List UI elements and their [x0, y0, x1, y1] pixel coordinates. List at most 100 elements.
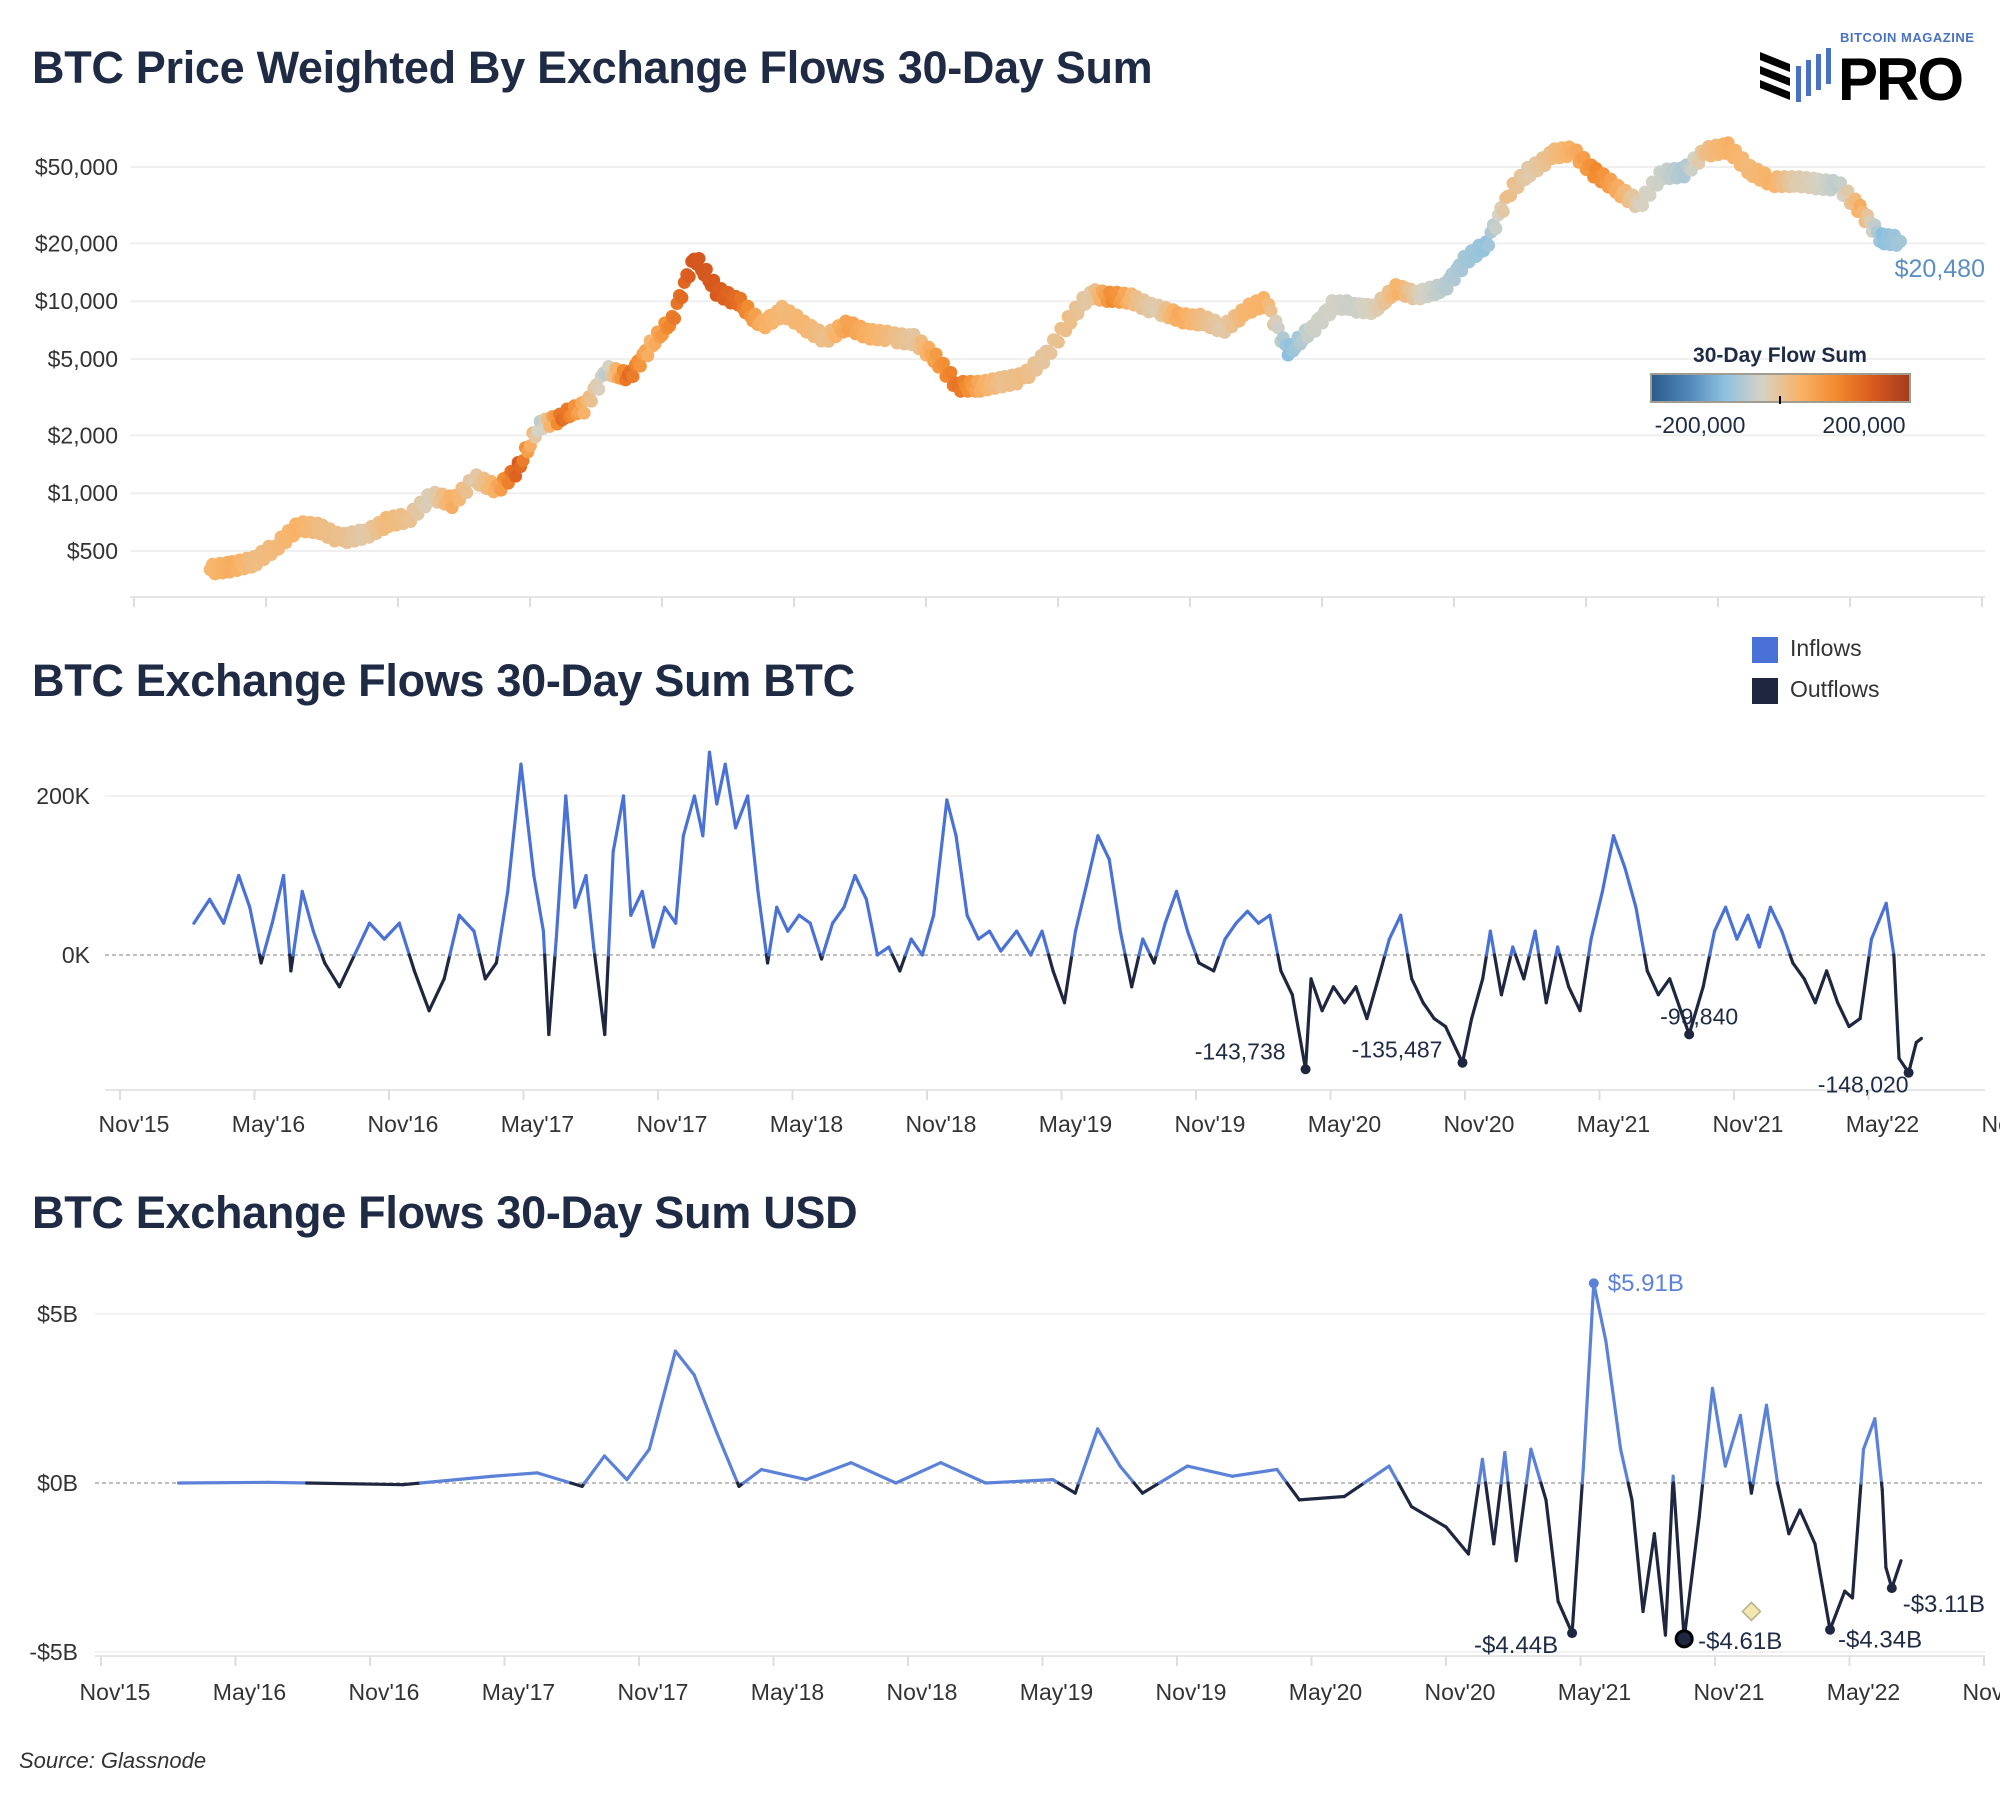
- y-tick-label: 200K: [36, 783, 90, 809]
- btc-flow-line-segment: [1276, 953, 1283, 973]
- x-tick-label: May'19: [1020, 1679, 1093, 1705]
- y-tick-label: $1,000: [48, 480, 118, 506]
- btc-flow-line-segment: [1858, 953, 1871, 1021]
- btc-flow-line-segment: [898, 953, 908, 973]
- usd-flow-line-segment: [1409, 1505, 1448, 1529]
- btc-flow-line-segment: [1847, 1016, 1862, 1029]
- usd-flow-line-segment: [1630, 1498, 1645, 1614]
- btc-flow-line-segment: [1256, 913, 1272, 925]
- price-dot: [584, 394, 598, 408]
- btc-flow-line-segment: [1234, 909, 1250, 925]
- btc-flow-line-segment: [864, 897, 880, 957]
- color-legend-title: 30-Day Flow Sum: [1693, 344, 1867, 367]
- usd-flow-line-segment: [939, 1461, 988, 1485]
- btc-flow-line-segment: [237, 873, 252, 909]
- usd-flow-line-segment: [1751, 1403, 1769, 1485]
- btc-flow-line-segment: [1470, 977, 1485, 1021]
- btc-flow-line-segment: [1869, 901, 1888, 941]
- x-tick-label: May'18: [751, 1679, 824, 1705]
- btc-flow-line-segment: [606, 850, 615, 957]
- usd-flow-line-segment: [1544, 1498, 1560, 1603]
- usd-flow-line-segment: [305, 1481, 405, 1487]
- y-tick-label: $20,000: [35, 230, 118, 256]
- btc-flow-line-segment: [1245, 909, 1261, 925]
- btc-flow-line-segment: [1223, 921, 1238, 941]
- btc-flow-line-segment: [1354, 985, 1369, 1021]
- btc-flow-line-segment: [808, 921, 822, 957]
- x-tick-label: Nov'22: [1982, 1111, 2000, 1137]
- last-price-label: $20,480: [1895, 255, 1985, 283]
- btc-flow-line-segment: [541, 929, 547, 957]
- btc-flow-line-segment: [554, 794, 568, 941]
- usd-flow-line-segment: [1723, 1413, 1742, 1468]
- btc-flow-line-segment: [1309, 977, 1324, 1013]
- x-tick-label: Nov'22: [1963, 1679, 2000, 1705]
- price-dot: [1489, 221, 1503, 235]
- btc-flow-line-segment: [1522, 953, 1532, 981]
- btc-flow-line-segment: [611, 794, 626, 854]
- legend-outflows-label: Outflows: [1790, 676, 1880, 702]
- btc-flow-line-segment: [681, 794, 697, 838]
- btc-flow-line-segment: [543, 953, 551, 1037]
- btc-flow-line-segment: [593, 953, 607, 1037]
- price-dot: [1447, 273, 1461, 287]
- bitcoin-magazine-pro-logo: BITCOIN MAGAZINE PRO: [1760, 30, 1988, 112]
- color-legend-bar: [1650, 373, 1911, 403]
- btc-flow-line-segment: [707, 750, 719, 806]
- usd-flow-line-segment: [1073, 1481, 1081, 1495]
- usd-flow-line-segment: [1132, 1481, 1145, 1495]
- annotation-label: -143,738: [1195, 1038, 1286, 1064]
- btc-flow-line-segment: [1217, 937, 1227, 957]
- btc-flow-line-segment: [1802, 977, 1817, 1005]
- x-tick-label: Nov'17: [637, 1111, 708, 1137]
- usd-flow-line-segment: [692, 1373, 719, 1434]
- btc-flow-line-segment: [382, 921, 401, 941]
- btc-flow-line-segment: [1212, 953, 1221, 973]
- y-tick-label: $0B: [37, 1470, 78, 1496]
- btc-flow-line-segment: [786, 913, 801, 933]
- color-legend-min: -200,000: [1655, 412, 1746, 438]
- btc-flow-line-segment: [1567, 985, 1582, 1013]
- btc-flow-line-segment: [412, 969, 431, 1013]
- y-tick-label: $2,000: [48, 422, 118, 448]
- btc-flow-line-segment: [1892, 953, 1901, 1060]
- usd-flow-line-segment: [1503, 1450, 1510, 1485]
- usd-flow-line-segment: [1828, 1589, 1847, 1632]
- btc-flow-line-segment: [1813, 969, 1829, 1005]
- usd-flow-line-segment: [625, 1447, 651, 1482]
- btc-flow-line-segment: [1406, 953, 1414, 981]
- btc-flow-line-segment: [1712, 905, 1728, 933]
- btc-flow-line-segment: [270, 873, 286, 925]
- usd-flow-line-segment: [1096, 1427, 1122, 1468]
- btc-flow-line-segment: [1096, 834, 1111, 862]
- btc-flow-line-segment: [1578, 953, 1591, 1013]
- btc-flow-line-segment: [564, 794, 577, 909]
- btc-flow-line-segment: [1137, 937, 1145, 957]
- usd-flow-line-segment: [714, 1430, 740, 1485]
- legend-outflows: Outflows: [1752, 676, 1879, 704]
- price-dot: [1496, 204, 1510, 218]
- btc-flow-line-segment: [1290, 993, 1308, 1071]
- price-dot: [633, 359, 647, 373]
- btc-flow-line-segment: [1460, 1016, 1474, 1065]
- usd-flow-line-segment: [1859, 1447, 1866, 1485]
- x-tick-label: Nov'18: [887, 1679, 958, 1705]
- price-dot: [929, 347, 943, 361]
- btc-flow-line-segment: [573, 873, 588, 909]
- btc-flow-line-segment: [457, 913, 476, 933]
- usd-flow-line-segment: [401, 1481, 423, 1487]
- btc-flow-line-segment: [674, 834, 685, 925]
- btc-flow-line-segment: [208, 897, 226, 925]
- usd-flow-line-segment: [535, 1471, 573, 1485]
- usd-flow-line-segment: [1580, 1464, 1586, 1485]
- btc-flow-line-segment: [1342, 985, 1358, 1005]
- btc-flow-line-segment: [663, 905, 678, 925]
- annotation-label: -148,020: [1818, 1072, 1909, 1098]
- annotation-dot: [1588, 1278, 1599, 1289]
- btc-flow-line-segment: [442, 953, 452, 981]
- annotation-dot: [1674, 1629, 1694, 1649]
- btc-flow-line-segment: [954, 834, 969, 917]
- price-dot: [682, 270, 696, 284]
- usd-flow-line-segment: [804, 1461, 853, 1482]
